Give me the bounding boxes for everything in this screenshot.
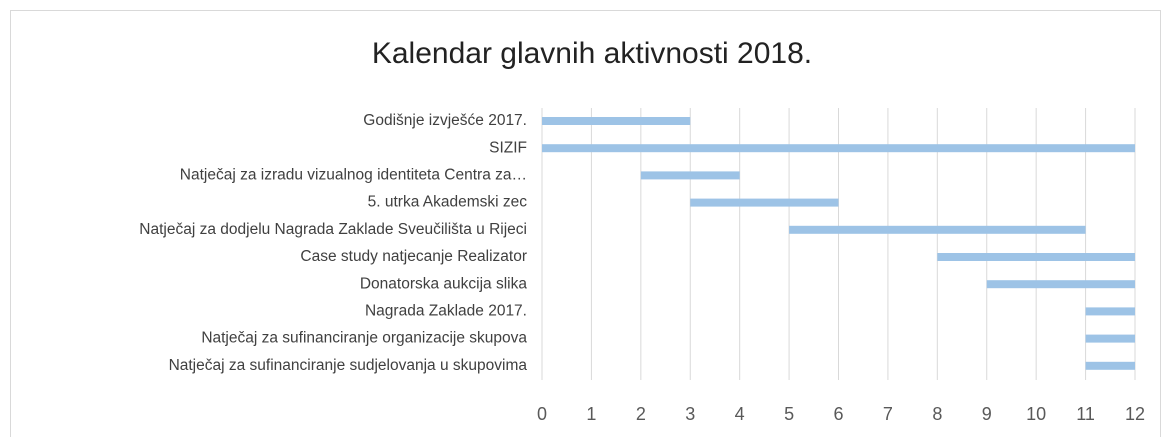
x-tick-label: 5 — [784, 404, 794, 424]
x-tick-label: 2 — [636, 404, 646, 424]
x-tick-label: 4 — [735, 404, 745, 424]
x-tick-label: 12 — [1125, 404, 1145, 424]
x-tick-label: 11 — [1076, 404, 1095, 424]
x-tick-label: 3 — [685, 404, 695, 424]
bar — [640, 171, 740, 180]
x-tick-label: 8 — [932, 404, 942, 424]
y-tick-label: Natječaj za dodjelu Nagrada Zaklade Sveu… — [139, 221, 527, 238]
y-tick-label: Nagrada Zaklade 2017. — [365, 302, 527, 319]
y-tick-label: Case study natjecanje Realizator — [300, 248, 527, 265]
bar — [789, 225, 1086, 234]
chart-title: Kalendar glavnih aktivnosti 2018. — [372, 37, 812, 70]
bar — [690, 198, 839, 207]
bar — [937, 253, 1135, 261]
bar — [542, 117, 691, 125]
bar — [1085, 334, 1135, 343]
y-tick-label: SIZIF — [489, 139, 527, 156]
y-tick-label: Natječaj za izradu vizualnog identiteta … — [180, 166, 527, 183]
y-tick-label: 5. utrka Akademski zec — [368, 194, 528, 211]
bar — [986, 280, 1135, 289]
x-tick-label: 6 — [833, 404, 843, 424]
x-tick-label: 9 — [982, 404, 992, 424]
bar — [1085, 307, 1135, 316]
x-tick-label: 0 — [537, 404, 547, 424]
chart-frame — [10, 10, 1161, 437]
x-tick-label: 1 — [586, 404, 596, 424]
y-tick-label: Natječaj za sufinanciranje organizacije … — [201, 330, 527, 347]
y-tick-label: Donatorska aukcija slika — [360, 275, 528, 292]
y-tick-label: Natječaj za sufinanciranje sudjelovanja … — [169, 357, 528, 374]
x-tick-label: 7 — [883, 404, 893, 424]
y-tick-label: Godišnje izvješće 2017. — [363, 112, 527, 129]
x-tick-label: 10 — [1026, 404, 1046, 424]
bar — [1085, 361, 1135, 370]
bar — [542, 144, 1135, 153]
